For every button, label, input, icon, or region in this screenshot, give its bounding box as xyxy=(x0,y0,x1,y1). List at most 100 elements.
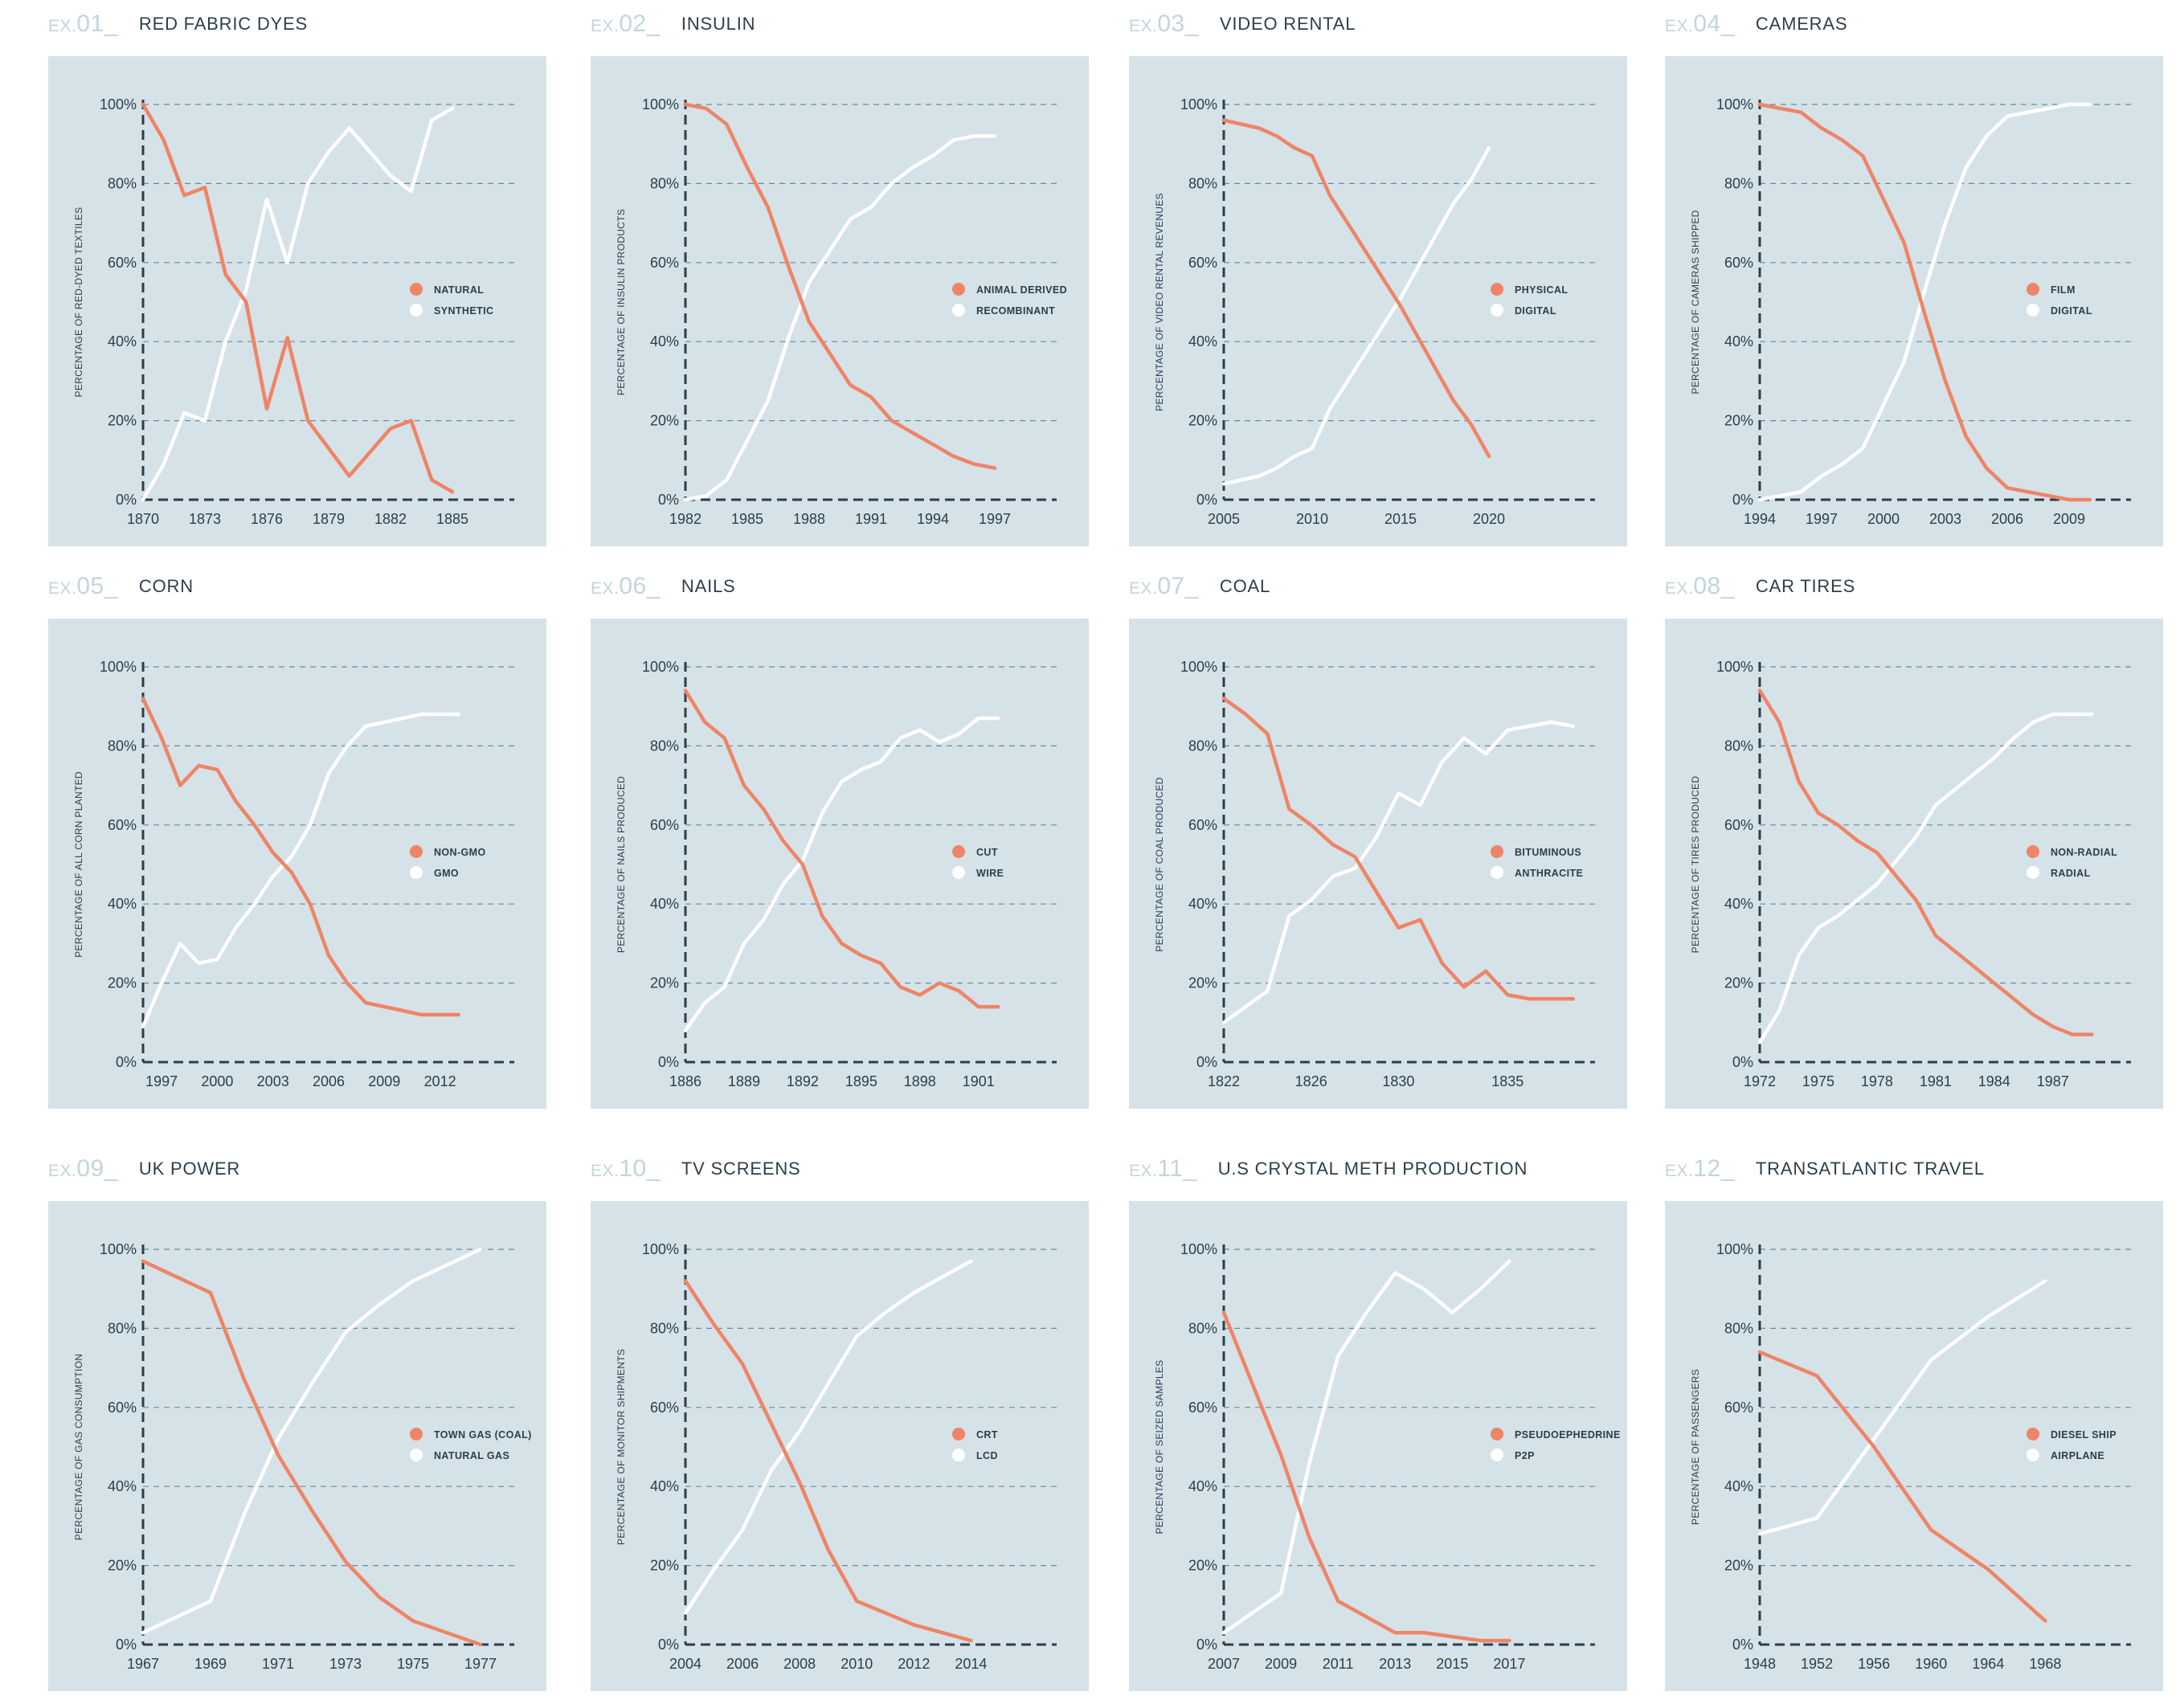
chart-ex04: EX.04_ CAMERAS 0% 20% 40% 60% 80% 100% 1994 1997 2… xyxy=(1665,0,2163,546)
y-axis-label: PERCENTAGE OF COAL PRODUCED xyxy=(1154,777,1165,951)
x-tick-label: 2007 xyxy=(1208,1656,1240,1672)
y-tick-label: 20% xyxy=(1188,413,1217,429)
y-tick-label: 20% xyxy=(108,413,137,429)
legend-label: CRT xyxy=(976,1429,998,1441)
chart-number: EX.06_ xyxy=(591,573,661,600)
y-tick-label: 80% xyxy=(108,1320,137,1336)
y-tick-label: 60% xyxy=(108,1400,137,1416)
chart-number-prefix: EX. xyxy=(1129,1162,1158,1180)
x-tick-label: 1994 xyxy=(1744,511,1776,527)
y-tick-label: 80% xyxy=(1188,738,1217,754)
y-tick-label: 0% xyxy=(1732,1637,1753,1653)
chart-panel: 0% 20% 40% 60% 80% 100% 1967 1969 1971 1973 1975 19… xyxy=(48,1201,546,1691)
x-tick-label: 1985 xyxy=(731,511,763,527)
x-tick-label: 1984 xyxy=(1978,1073,2010,1089)
y-tick-label: 80% xyxy=(650,738,679,754)
y-tick-label: 0% xyxy=(1196,1637,1217,1653)
legend-swatch xyxy=(410,1428,423,1441)
x-tick-label: 2011 xyxy=(1323,1656,1354,1672)
chart-title: U.S CRYSTAL METH PRODUCTION xyxy=(1217,1159,1528,1179)
legend-label: SYNTHETIC xyxy=(434,305,493,317)
legend-label: NON-RADIAL xyxy=(2051,847,2117,858)
chart-title: VIDEO RENTAL xyxy=(1219,14,1356,34)
y-tick-label: 100% xyxy=(1716,96,1753,112)
chart-svg: 0% 20% 40% 60% 80% 100% 1886 1889 1892 1895 1898 19… xyxy=(616,659,1057,1089)
chart-number-prefix: EX. xyxy=(1665,1162,1694,1180)
chart-number-value: 02_ xyxy=(619,10,661,37)
y-axis-label: PERCENTAGE OF SEIZED SAMPLES xyxy=(1154,1360,1165,1534)
chart-panel: 0% 20% 40% 60% 80% 100% 1870 1873 1876 1879 1882 18… xyxy=(48,56,546,546)
legend-label: RADIAL xyxy=(2051,868,2091,879)
x-tick-label: 2017 xyxy=(1493,1656,1525,1672)
chart-ex11: EX.11_ U.S CRYSTAL METH PRODUCTION 0% 20% 40… xyxy=(1129,1145,1627,1691)
chart-panel: 0% 20% 40% 60% 80% 100% 1886 1889 1892 1895 1898 19… xyxy=(591,619,1089,1109)
y-tick-label: 100% xyxy=(100,659,137,675)
chart-svg: 0% 20% 40% 60% 80% 100% 1967 1969 1971 1973 1975 19… xyxy=(73,1241,531,1672)
y-tick-label: 0% xyxy=(1732,492,1753,508)
y-tick-label: 0% xyxy=(116,1637,137,1653)
legend-label: DIESEL SHIP xyxy=(2051,1429,2117,1441)
chart-number-value: 12_ xyxy=(1693,1155,1735,1182)
legend-swatch xyxy=(952,1449,965,1461)
chart-header: EX.01_ RED FABRIC DYES xyxy=(48,0,546,48)
chart-ex01: EX.01_ RED FABRIC DYES 0% 20% 40% 60% 80% 100% 1… xyxy=(48,0,546,546)
legend-swatch xyxy=(2027,845,2039,858)
series-line-old xyxy=(683,689,1000,1009)
chart-number-prefix: EX. xyxy=(1129,17,1158,35)
x-tick-label: 1830 xyxy=(1382,1073,1414,1089)
y-tick-label: 100% xyxy=(100,1241,137,1257)
chart-number-value: 03_ xyxy=(1157,10,1199,37)
legend-swatch xyxy=(2027,304,2039,317)
y-tick-label: 0% xyxy=(116,1054,137,1070)
legend-label: RECOMBINANT xyxy=(976,305,1055,317)
chart-header: EX.03_ VIDEO RENTAL xyxy=(1129,0,1627,48)
y-tick-label: 80% xyxy=(1724,738,1753,754)
chart-header: EX.08_ CAR TIRES xyxy=(1665,562,2163,611)
y-tick-label: 60% xyxy=(1724,255,1753,271)
x-tick-label: 1898 xyxy=(904,1073,936,1089)
series-line-new xyxy=(1221,720,1576,1025)
chart-number: EX.01_ xyxy=(48,10,118,38)
x-tick-label: 2006 xyxy=(1991,511,2023,527)
series-line-old xyxy=(1221,697,1576,1001)
y-tick-label: 60% xyxy=(1188,817,1217,833)
chart-panel: 0% 20% 40% 60% 80% 100% 1822 1826 1830 1835 PERCEN… xyxy=(1129,619,1627,1109)
chart-number-prefix: EX. xyxy=(48,17,77,35)
chart-number: EX.10_ xyxy=(591,1155,661,1183)
legend-swatch xyxy=(1491,304,1503,317)
y-axis-label: PERCENTAGE OF VIDEO RENTAL REVENUES xyxy=(1154,193,1165,411)
x-tick-label: 1826 xyxy=(1295,1073,1327,1089)
x-tick-label: 1991 xyxy=(855,511,887,527)
series-line-old xyxy=(1221,1310,1511,1643)
legend-label: ANIMAL DERIVED xyxy=(976,284,1067,296)
chart-number: EX.02_ xyxy=(591,10,661,38)
y-tick-label: 60% xyxy=(108,255,137,271)
chart-number-prefix: EX. xyxy=(48,579,77,598)
legend-label: PHYSICAL xyxy=(1515,284,1568,296)
x-tick-label: 1973 xyxy=(329,1656,362,1672)
series-line-new xyxy=(683,716,1000,1032)
y-tick-label: 100% xyxy=(1716,659,1753,675)
legend-swatch xyxy=(1491,845,1503,858)
chart-number: EX.12_ xyxy=(1665,1155,1735,1183)
y-tick-label: 20% xyxy=(650,413,679,429)
chart-ex03: EX.03_ VIDEO RENTAL 0% 20% 40% 60% 80% 100% 2005… xyxy=(1129,0,1627,546)
y-tick-label: 40% xyxy=(1724,896,1753,912)
chart-ex02: EX.02_ INSULIN 0% 20% 40% 60% 80% 100% 1982 1985 1… xyxy=(591,0,1089,546)
y-tick-label: 60% xyxy=(1188,255,1217,271)
chart-svg: 0% 20% 40% 60% 80% 100% 1994 1997 2000 2003 2006 20… xyxy=(1690,96,2131,527)
y-tick-label: 0% xyxy=(1732,1054,1753,1070)
legend-swatch xyxy=(410,304,423,317)
y-tick-label: 100% xyxy=(642,1241,679,1257)
y-tick-label: 40% xyxy=(650,896,679,912)
legend-swatch xyxy=(952,1428,965,1441)
x-tick-label: 1956 xyxy=(1858,1656,1890,1672)
legend-swatch xyxy=(952,845,965,858)
chart-header: EX.12_ TRANSATLANTIC TRAVEL xyxy=(1665,1145,2163,1193)
chart-ex07: EX.07_ COAL 0% 20% 40% 60% 80% 100% 1822 1826 1830… xyxy=(1129,562,1627,1109)
chart-number-value: 07_ xyxy=(1157,573,1199,599)
y-tick-label: 40% xyxy=(1724,1478,1753,1494)
chart-title: RED FABRIC DYES xyxy=(138,14,308,34)
x-tick-label: 2008 xyxy=(783,1656,816,1672)
legend-label: ANTHRACITE xyxy=(1515,868,1583,879)
